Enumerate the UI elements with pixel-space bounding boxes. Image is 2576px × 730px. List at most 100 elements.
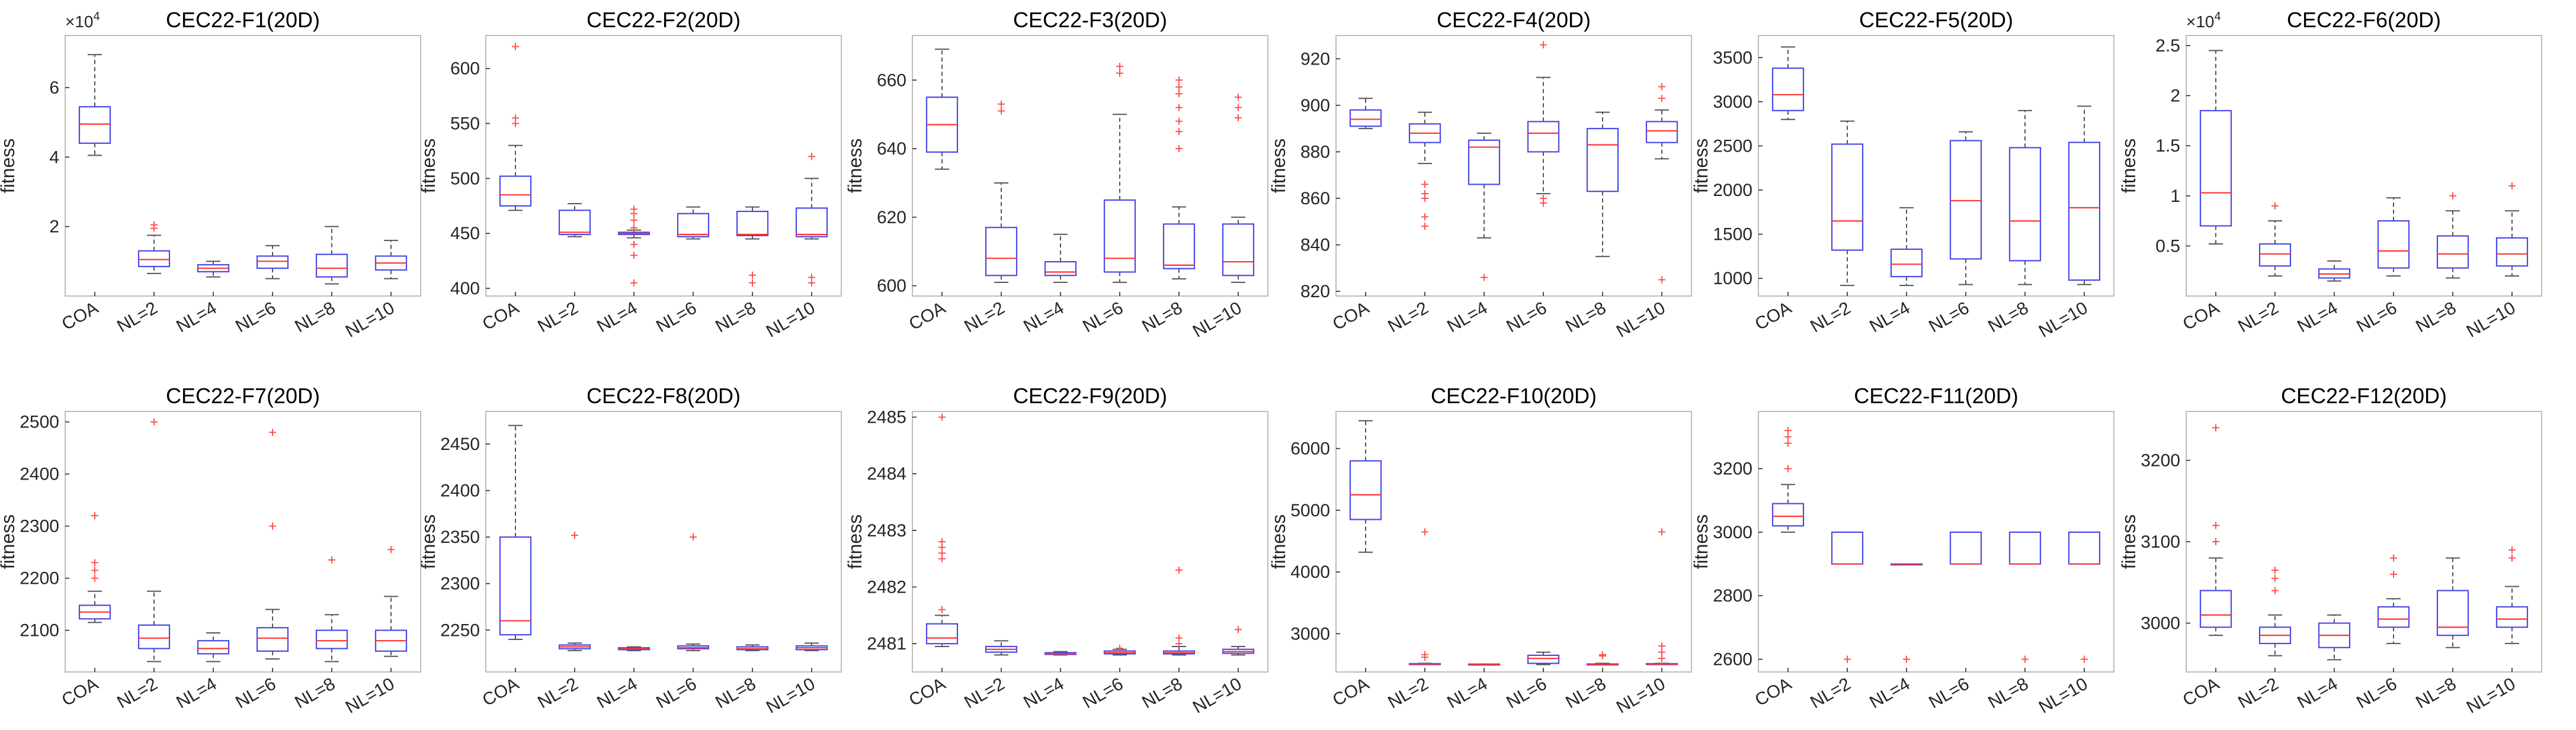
box-NL=4: [2318, 260, 2351, 282]
outlier-marker: [2271, 202, 2279, 210]
iqr-box: [985, 227, 1018, 276]
box-NL=4: [1468, 133, 1501, 281]
outlier-marker: [1540, 195, 1547, 202]
box-COA: [499, 425, 532, 640]
iqr-box: [1044, 261, 1077, 276]
panel-8: CEC22-F8(20D) fitness 2250 2300 2350 2400 2450…: [418, 384, 842, 718]
box-NL=2: [137, 221, 171, 274]
box-NL=6: [1949, 531, 1982, 565]
panel-title: CEC22-F10(20D): [1431, 384, 1597, 408]
outlier-marker: [1658, 528, 1665, 536]
outlier-marker: [1903, 655, 1910, 663]
box-NL=10: [1222, 626, 1255, 656]
outlier-marker: [1175, 634, 1183, 642]
box-NL=10: [374, 240, 408, 279]
outlier-marker: [1658, 95, 1665, 102]
box-NL=2: [985, 100, 1018, 283]
outlier-marker: [1235, 104, 1242, 111]
box-COA: [925, 413, 959, 647]
box-NL=2: [137, 418, 171, 663]
x-tick-label: NL=8: [1139, 674, 1186, 712]
axes-frame: [485, 35, 842, 297]
x-tick-label: NL=2: [2235, 298, 2282, 336]
outlier-marker: [1175, 83, 1183, 91]
iqr-box: [2495, 237, 2529, 267]
panel-title: CEC22-F8(20D): [587, 384, 741, 408]
panel-4: CEC22-F4(20D) fitness 820 840 860 880 900 920 CO…: [1268, 8, 1692, 342]
iqr-box: [2436, 235, 2469, 269]
outlier-marker: [1540, 41, 1547, 49]
box-NL=10: [1222, 94, 1255, 283]
box-NL=4: [1044, 651, 1077, 656]
x-tick-label: NL=10: [763, 298, 819, 341]
x-tick-label: COA: [2180, 674, 2223, 710]
box-NL=8: [736, 206, 769, 287]
box-COA: [1349, 420, 1382, 553]
outlier-marker: [1175, 104, 1183, 111]
box-NL=2: [558, 203, 591, 237]
outlier-marker: [1784, 433, 1792, 440]
box-NL=10: [2495, 182, 2529, 277]
y-tick-label: 2481: [867, 634, 906, 654]
x-tick-label: NL=6: [1503, 674, 1550, 712]
x-tick-label: NL=6: [1925, 674, 1972, 712]
outlier-marker: [2021, 655, 2029, 663]
y-tick-label: 2300: [440, 574, 480, 594]
axes-frame: [912, 411, 1268, 673]
outlier-marker: [749, 271, 756, 279]
x-tick-label: NL=8: [1139, 298, 1186, 336]
outlier-marker: [1235, 94, 1242, 101]
y-tick-label: 1: [2170, 186, 2180, 206]
iqr-box: [1771, 67, 1805, 111]
panel-title: CEC22-F9(20D): [1013, 384, 1167, 408]
box-NL=6: [256, 429, 289, 660]
x-tick-label: NL=8: [2412, 674, 2459, 712]
x-tick-label: NL=6: [2353, 298, 2400, 336]
outlier-marker: [1658, 648, 1665, 656]
x-tick-label: NL=2: [1385, 298, 1431, 336]
x-tick-label: NL=10: [2036, 674, 2091, 717]
axes-frame: [65, 411, 421, 673]
outlier-marker: [1116, 644, 1123, 652]
y-tick-label: 500: [450, 169, 480, 188]
x-tick-label: NL=4: [2294, 298, 2341, 336]
box-NL=8: [2436, 192, 2469, 279]
iqr-box: [1162, 223, 1196, 269]
panel-9: CEC22-F9(20D) fitness 2481 2482 2483 2484 2485…: [844, 384, 1268, 718]
outlier-marker: [1175, 145, 1183, 153]
x-tick-label: COA: [59, 674, 102, 710]
x-tick-label: NL=4: [173, 298, 220, 336]
panel-12: CEC22-F12(20D) fitness 3000 3100 3200 COA NL=2…: [2118, 384, 2542, 718]
x-tick-label: NL=2: [961, 298, 1008, 336]
box-COA: [499, 43, 532, 211]
y-tick-label: 4000: [1290, 562, 1330, 582]
box-COA: [78, 54, 111, 156]
box-NL=10: [2495, 546, 2529, 644]
outlier-marker: [630, 279, 637, 287]
outlier-marker: [2212, 538, 2219, 545]
panel-title: CEC22-F3(20D): [1013, 8, 1167, 32]
iqr-box: [677, 213, 710, 237]
box-NL=6: [1527, 651, 1560, 665]
iqr-box: [2008, 531, 2042, 565]
x-tick-label: NL=8: [2412, 298, 2459, 336]
box-NL=10: [795, 642, 828, 651]
y-axis-label: fitness: [418, 514, 439, 569]
box-NL=2: [1408, 528, 1441, 665]
y-tick-label: 640: [877, 139, 906, 159]
x-tick-label: COA: [906, 298, 949, 334]
iqr-box: [315, 629, 348, 649]
y-tick-label: 4: [49, 147, 59, 167]
panel-7: CEC22-F7(20D) fitness 2100 2200 2300 2400 2500…: [0, 384, 421, 718]
iqr-box: [795, 207, 828, 237]
x-tick-label: NL=10: [342, 674, 398, 717]
x-tick-label: NL=2: [534, 674, 581, 712]
outlier-marker: [2081, 655, 2088, 663]
box-COA: [2199, 50, 2232, 245]
y-tick-label: 2500: [1713, 136, 1752, 156]
y-tick-label: 400: [450, 279, 480, 298]
box-NL=6: [1103, 63, 1136, 283]
box-COA: [1349, 98, 1382, 130]
y-axis-label: fitness: [2118, 139, 2139, 193]
